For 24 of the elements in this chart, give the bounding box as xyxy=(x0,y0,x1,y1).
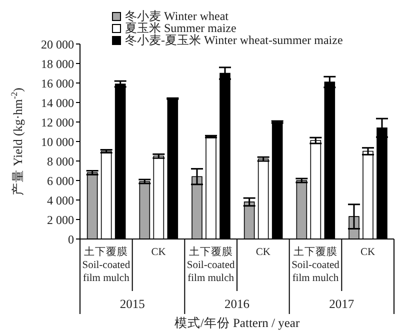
y-tick-label: 4 000 xyxy=(47,193,74,208)
y-tick-label: 10 000 xyxy=(41,134,74,149)
y-tick-label: 20 000 xyxy=(41,37,74,52)
x-tick-label: CK xyxy=(256,247,271,258)
text: 2016 xyxy=(224,297,250,311)
y-tick-label: 12 000 xyxy=(41,115,74,130)
y-tick-label: 16 000 xyxy=(41,76,74,90)
text: 2017 xyxy=(329,297,354,311)
text: 2015 xyxy=(120,297,145,311)
legend-label: 夏玉米 Summer maize xyxy=(125,21,236,35)
y-tick-label: 0 xyxy=(68,232,74,246)
y-tick-label: 2 000 xyxy=(47,212,74,227)
x-tick-label: 土下覆膜 Soil-coated film mulch xyxy=(292,245,340,284)
y-tick-label: 18 000 xyxy=(41,56,74,71)
x-tick-label: 土下覆膜 Soil-coated film mulch xyxy=(82,245,131,284)
x-axis-title: 模式/年份 Pattern / year xyxy=(174,316,300,330)
y-tick-label: 6 000 xyxy=(47,174,74,188)
y-tick-label: 8 000 xyxy=(47,154,74,168)
legend-label: 冬小麦 Winter wheat xyxy=(125,9,228,23)
legend-label: 冬小麦-夏玉米 Winter wheat-summer maize xyxy=(125,33,343,47)
y-tick-label: 14 000 xyxy=(41,96,74,110)
x-tick-label: 土下覆膜 Soil-coated film mulch xyxy=(186,245,236,284)
x-tick-label: CK xyxy=(151,247,166,258)
x-tick-label: CK xyxy=(360,247,376,258)
